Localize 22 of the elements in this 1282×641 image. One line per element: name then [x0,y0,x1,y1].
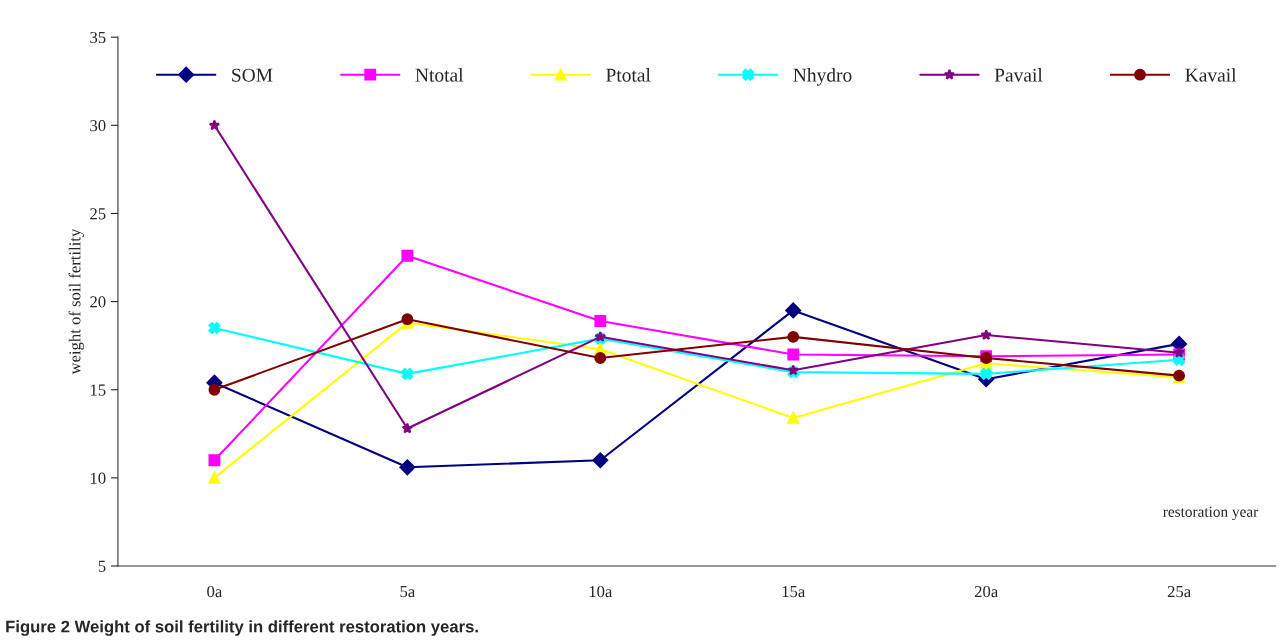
x-tick-label: 5a [400,586,415,598]
y-axis-title: weight of soil fertility [68,228,84,375]
x-tick-label: 25a [1167,585,1191,598]
caption: Figure 2 Weight of soil fertility in different restoration years. [6,620,478,636]
legend-label: Ntotal [415,68,464,82]
y-tick-label: 15 [90,384,106,396]
x-tick-label: 10a [589,585,613,598]
y-tick-label: 5 [98,560,106,572]
y-tick-label: 20 [90,296,106,308]
y-tick-label: 30 [90,120,106,132]
x-tick-label: 15a [782,586,806,598]
x-tick-label: 0a [207,585,223,598]
legend-label: SOM [232,68,273,82]
legend-label: Kavail [1185,68,1237,82]
x-axis-title: restoration year [1163,506,1259,521]
y-tick-label: 35 [90,31,106,44]
y-tick-label: 25 [90,208,106,220]
y-tick-label: 10 [90,472,106,484]
legend-label: Nhydro [793,68,852,86]
x-tick-label: 20a [974,585,998,598]
legend-label: Pavail [994,68,1043,82]
legend-label: Ptotal [606,68,651,82]
